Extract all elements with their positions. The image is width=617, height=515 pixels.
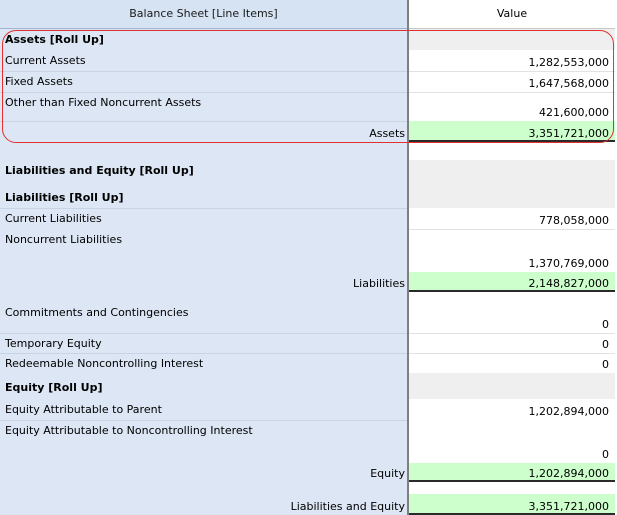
row-label: Fixed Assets [5,75,73,88]
row-divider [409,353,615,354]
row-divider [0,208,407,209]
table-row-equity-total: Equity 1,202,894,000 [0,463,615,482]
row-value: 3,351,721,000 [528,500,609,513]
row-divider [409,333,615,334]
row-value: 778,058,000 [539,214,609,227]
row-divider [0,333,407,334]
table-row-noncurrent-liabilities: Noncurrent Liabilities 1,370,769,000 [0,229,615,272]
table-row-current-liabilities: Current Liabilities 778,058,000 [0,208,615,229]
row-divider [0,353,407,354]
table-row-liabilities-equity-rollup: Liabilities and Equity [Roll Up] [0,160,615,182]
row-value: 0 [602,318,609,331]
row-divider [0,420,407,421]
spacer-row [0,482,615,494]
table-row-equity-rollup: Equity [Roll Up] [0,373,615,399]
table-row-commitments: Commitments and Contingencies 0 [0,302,615,333]
line-items-column-header[interactable]: Balance Sheet [Line Items] [0,0,407,29]
table-row-current-assets: Current Assets 1,282,553,000 [0,50,615,71]
spacer-row [0,292,615,302]
value-column-header[interactable]: Value [409,0,615,29]
row-total-label: Liabilities and Equity [290,500,405,513]
row-label: Commitments and Contingencies [5,306,189,319]
row-value: 421,600,000 [539,106,609,119]
row-label: Redeemable Noncontrolling Interest [5,357,204,370]
table-row-liabilities-equity-total: Liabilities and Equity 3,351,721,000 [0,494,615,515]
row-label: Assets [Roll Up] [5,33,104,46]
row-divider [0,121,407,122]
row-value: 3,351,721,000 [528,127,609,140]
row-divider [409,92,615,93]
row-divider [0,92,407,93]
row-label: Noncurrent Liabilities [5,233,123,246]
row-label: Equity Attributable to Noncontrolling In… [5,424,253,437]
row-total-label: Equity [370,467,405,480]
row-label: Liabilities [Roll Up] [5,191,124,204]
table-row-liabilities-rollup: Liabilities [Roll Up] [0,188,615,208]
row-value: 1,202,894,000 [528,405,609,418]
table-row-fixed-assets: Fixed Assets 1,647,568,000 [0,71,615,92]
row-value: 1,647,568,000 [528,77,609,90]
table-row-assets-rollup: Assets [Roll Up] [0,29,615,50]
row-label: Current Assets [5,54,86,67]
row-label: Equity Attributable to Parent [5,403,162,416]
table-row-other-noncurrent-assets: Other than Fixed Noncurrent Assets 421,6… [0,92,615,121]
row-divider [409,229,615,230]
row-total-label: Liabilities [353,277,405,290]
row-divider [409,71,615,72]
row-label: Other than Fixed Noncurrent Assets [5,96,202,109]
row-value: 1,370,769,000 [528,257,609,270]
row-value: 0 [602,338,609,351]
spacer-row [0,182,615,188]
table-row-assets-total: Assets 3,351,721,000 [0,121,615,142]
row-value: 1,282,553,000 [528,56,609,69]
table-row-equity-nci: Equity Attributable to Noncontrolling In… [0,420,615,463]
row-value: 0 [602,448,609,461]
row-value: 2,148,827,000 [528,277,609,290]
table-row-equity-parent: Equity Attributable to Parent 1,202,894,… [0,399,615,420]
column-separator[interactable] [407,0,409,515]
row-value: 1,202,894,000 [528,467,609,480]
table-row-temporary-equity: Temporary Equity 0 [0,333,615,353]
table-row-redeemable-nci: Redeemable Noncontrolling Interest 0 [0,353,615,373]
row-label: Equity [Roll Up] [5,381,103,394]
spacer-row [0,142,615,160]
row-total-label: Assets [369,127,405,140]
row-label: Liabilities and Equity [Roll Up] [5,164,194,177]
row-label: Temporary Equity [5,337,102,350]
row-value: 0 [602,358,609,371]
row-divider [0,71,407,72]
table-row-liabilities-total: Liabilities 2,148,827,000 [0,272,615,292]
row-label: Current Liabilities [5,212,102,225]
